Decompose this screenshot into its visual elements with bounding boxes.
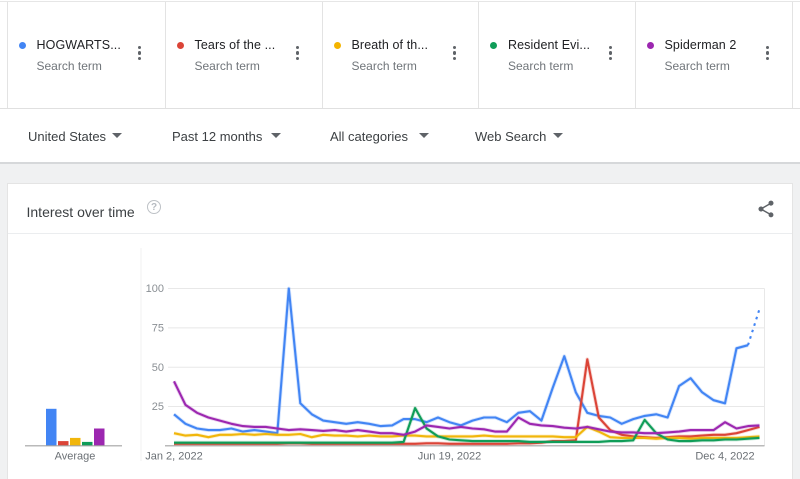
svg-text:50: 50 bbox=[152, 362, 164, 374]
svg-text:Dec 4, 2022: Dec 4, 2022 bbox=[695, 451, 754, 463]
svg-text:100: 100 bbox=[146, 283, 164, 295]
svg-text:Jun 19, 2022: Jun 19, 2022 bbox=[418, 451, 482, 463]
svg-text:Average: Average bbox=[55, 451, 96, 463]
svg-text:25: 25 bbox=[152, 401, 164, 413]
svg-text:Jan 2, 2022: Jan 2, 2022 bbox=[145, 451, 203, 463]
svg-text:75: 75 bbox=[152, 323, 164, 335]
